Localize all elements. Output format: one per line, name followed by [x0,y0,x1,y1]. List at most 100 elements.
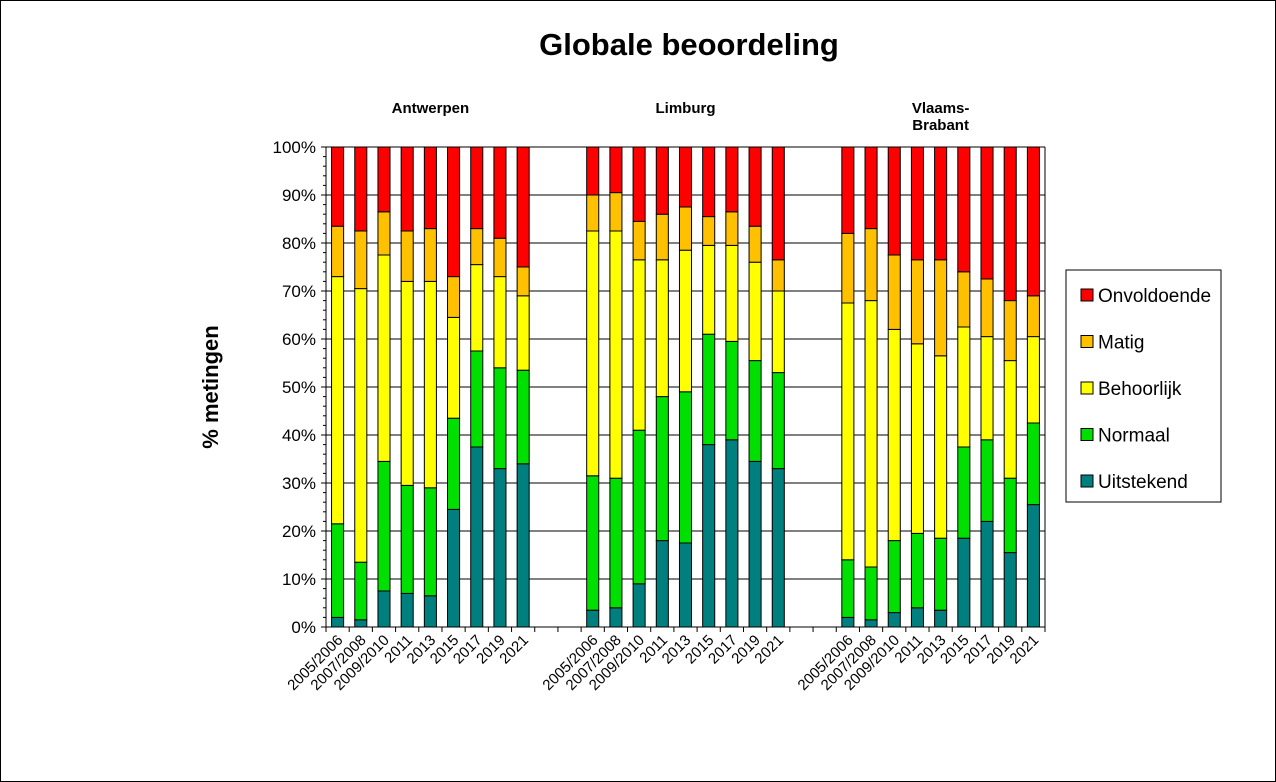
bar-segment-onvoldoende [957,146,971,273]
bar-segment-uitstekend [377,590,391,628]
bar-segment-normaal [864,566,878,621]
bar-segment-behoorlijk [841,302,855,561]
legend-item-onvoldoende: Onvoldoende [1080,286,1211,307]
bar-segment-behoorlijk [678,249,693,393]
bar-segment-matig [702,216,716,246]
bar-segment-uitstekend [1003,552,1017,628]
bar-segment-onvoldoende [910,146,924,261]
bar-segment-normaal [377,460,391,592]
bar-segment-uitstekend [771,468,785,628]
bar-segment-onvoldoende [1003,146,1017,302]
legend-label: Onvoldoende [1098,286,1211,307]
bar-segment-onvoldoende [586,146,600,196]
bar-segment-behoorlijk [748,261,762,362]
bar-segment-uitstekend [447,508,461,628]
bar-segment-normaal [910,532,924,609]
legend-swatch [1080,428,1094,441]
bar-segment-matig [609,192,623,232]
bar-segment-uitstekend [887,612,901,628]
bar-segment-normaal [771,372,785,470]
legend-label: Normaal [1098,426,1170,447]
bar-segment-normaal [678,391,693,544]
bar-segment-uitstekend [910,607,924,628]
bar-segment-normaal [632,429,646,585]
bar-segment-uitstekend [400,592,414,628]
chart-title: Globale beoordeling [539,27,839,62]
bar-segment-behoorlijk [725,244,739,342]
bar-segment-behoorlijk [493,276,507,369]
bar-segment-normaal [1003,477,1017,554]
y-tick-label: 100% [273,138,316,157]
bar-segment-matig [632,220,646,261]
bar-segment-uitstekend [354,619,368,628]
bar-segment-behoorlijk [632,259,646,431]
y-tick-label: 40% [282,426,316,445]
bar-segment-matig [516,266,530,297]
bar-segment-matig [841,232,855,304]
bar-segment-onvoldoende [516,146,530,268]
bar-segment-normaal [887,540,901,614]
legend-swatch [1080,335,1094,348]
bar-segment-normaal [354,561,368,621]
bar-segment-behoorlijk [1026,336,1040,424]
bar-segment-matig [586,194,600,232]
legend-swatch [1080,381,1094,395]
bar-segment-behoorlijk [586,230,600,477]
bar-segment-uitstekend [632,583,646,628]
bars-layer [331,146,1040,628]
bar-segment-onvoldoende [980,146,994,280]
bar-segment-behoorlijk [980,336,994,441]
bar-segment-matig [470,228,484,266]
bar-segment-behoorlijk [423,280,437,489]
bar-segment-matig [423,228,437,282]
bar-segment-matig [354,230,368,290]
bar-segment-uitstekend [1026,504,1040,628]
bar-segment-onvoldoende [702,146,716,218]
y-tick-label: 60% [282,330,316,349]
bar-segment-matig [934,259,948,357]
bar-segment-behoorlijk [354,288,368,563]
bar-group-vlaams-brabant [841,146,1040,628]
y-tick-label: 80% [282,234,316,253]
bar-segment-uitstekend [423,595,437,628]
bar-segment-uitstekend [980,520,994,628]
bar-segment-uitstekend [957,537,971,628]
bar-segment-onvoldoende [887,146,901,256]
legend-item-uitstekend: Uitstekend [1080,472,1188,493]
y-tick-label: 0% [291,618,316,637]
bar-segment-normaal [655,396,669,542]
bar-segment-normaal [447,417,461,510]
legend-label: Behoorlijk [1098,379,1182,400]
bar-segment-uitstekend [841,616,855,628]
bar-segment-matig [678,206,693,251]
group-label-vlaams-brabant: Vlaams-Brabant [912,100,970,134]
bar-segment-matig [447,276,461,318]
bar-segment-behoorlijk [470,264,484,352]
bar-segment-uitstekend [331,616,345,628]
bar-segment-matig [748,225,762,263]
bar-segment-normaal [841,559,855,618]
bar-segment-behoorlijk [1003,360,1017,479]
bar-segment-uitstekend [516,463,530,628]
y-axis-label: % metingen [198,325,223,448]
bar-segment-behoorlijk [400,280,414,486]
bar-segment-matig [864,228,878,302]
bar-segment-behoorlijk [702,244,716,335]
bar-segment-onvoldoende [725,146,739,213]
bar-segment-matig [910,259,924,345]
bar-segment-matig [377,211,391,256]
bar-segment-onvoldoende [841,146,855,234]
y-tick-label: 50% [282,378,316,397]
bar-segment-matig [980,278,994,338]
y-tick-label: 30% [282,474,316,493]
bar-segment-normaal [957,446,971,539]
y-tick-label: 90% [282,186,316,205]
bar-segment-uitstekend [470,446,484,628]
bar-segment-onvoldoende [470,146,484,230]
bar-segment-uitstekend [586,609,600,628]
bar-segment-behoorlijk [447,316,461,419]
x-tick-labels: 2005/20062007/20082009/20102011201320152… [284,632,1042,694]
group-label-limburg: Limburg [656,100,716,117]
bar-segment-normaal [331,523,345,618]
